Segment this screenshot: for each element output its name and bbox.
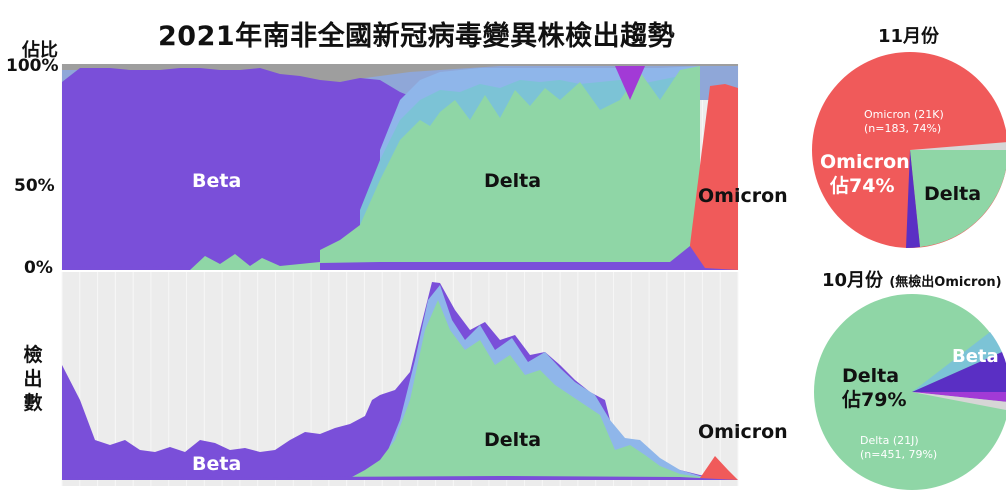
chart-title: 2021年南非全國新冠病毒變異株檢出趨勢	[158, 21, 676, 52]
pie-oct-teal-slice	[912, 332, 1002, 392]
pie-nov-beta-slice	[906, 150, 920, 248]
pie-oct-title-text: 10月份	[822, 270, 884, 291]
tick-100: 100%	[6, 56, 59, 76]
pie-nov-big-label: Omicron	[820, 151, 910, 173]
pie-nov-small-n: (n=183, 74%)	[864, 122, 941, 135]
top-delta-area	[320, 66, 700, 270]
bottom-y-title: 檢出數	[23, 344, 43, 414]
pie-november: Omicron (21K) (n=183, 74%) Omicron 佔74% …	[812, 52, 1006, 248]
pie-nov-delta-label: Delta	[924, 183, 981, 205]
pie-oct-gray-slice	[912, 392, 1006, 410]
pie-oct-big-pct: 佔79%	[841, 388, 906, 411]
top-omicron-area	[690, 84, 738, 270]
label-beta-bottom: Beta	[192, 453, 241, 475]
top-violet-spike	[615, 66, 645, 100]
pie-nov-big-pct: 佔74%	[829, 174, 894, 197]
pie-nov-other-slice	[910, 142, 1006, 150]
pie-nov-title: 11月份	[878, 26, 940, 47]
top-panel-areas	[62, 64, 738, 270]
label-omicron-top: Omicron	[698, 185, 788, 207]
label-omicron-bottom: Omicron	[698, 421, 788, 443]
pie-nov-delta-slice	[910, 150, 1006, 247]
top-y-title: 佔比	[22, 40, 58, 61]
pie-october: Beta Delta 佔79% Delta (21J) (n=451, 79%)	[814, 294, 1006, 490]
pie-oct-title: 10月份 (無檢出Omicron)	[822, 266, 1002, 292]
label-delta-top: Delta	[484, 170, 541, 192]
pie-oct-delta-slice	[814, 294, 1006, 490]
pie-oct-big-label: Delta	[842, 365, 899, 387]
bottom-panel-areas	[62, 282, 738, 480]
pie-oct-small-label: Delta (21J)	[860, 434, 919, 447]
pie-oct-beta-label: Beta	[952, 346, 999, 367]
pie-nov-small-label: Omicron (21K)	[864, 108, 944, 121]
bottom-delta-area	[350, 300, 738, 480]
top-beta-bottom-band	[62, 246, 738, 270]
pie-oct-subtitle: (無檢出Omicron)	[889, 275, 1002, 290]
pie-oct-small-n: (n=451, 79%)	[860, 448, 937, 461]
pie-oct-beta-slice	[912, 352, 1006, 392]
tick-50: 50%	[14, 176, 55, 196]
bottom-omicron-area	[700, 456, 738, 480]
bottom-beta-base	[62, 476, 738, 480]
label-beta-top: Beta	[192, 170, 241, 192]
top-delta-green-low	[190, 254, 320, 270]
tick-0: 0%	[24, 258, 53, 278]
label-delta-bottom: Delta	[484, 429, 541, 451]
